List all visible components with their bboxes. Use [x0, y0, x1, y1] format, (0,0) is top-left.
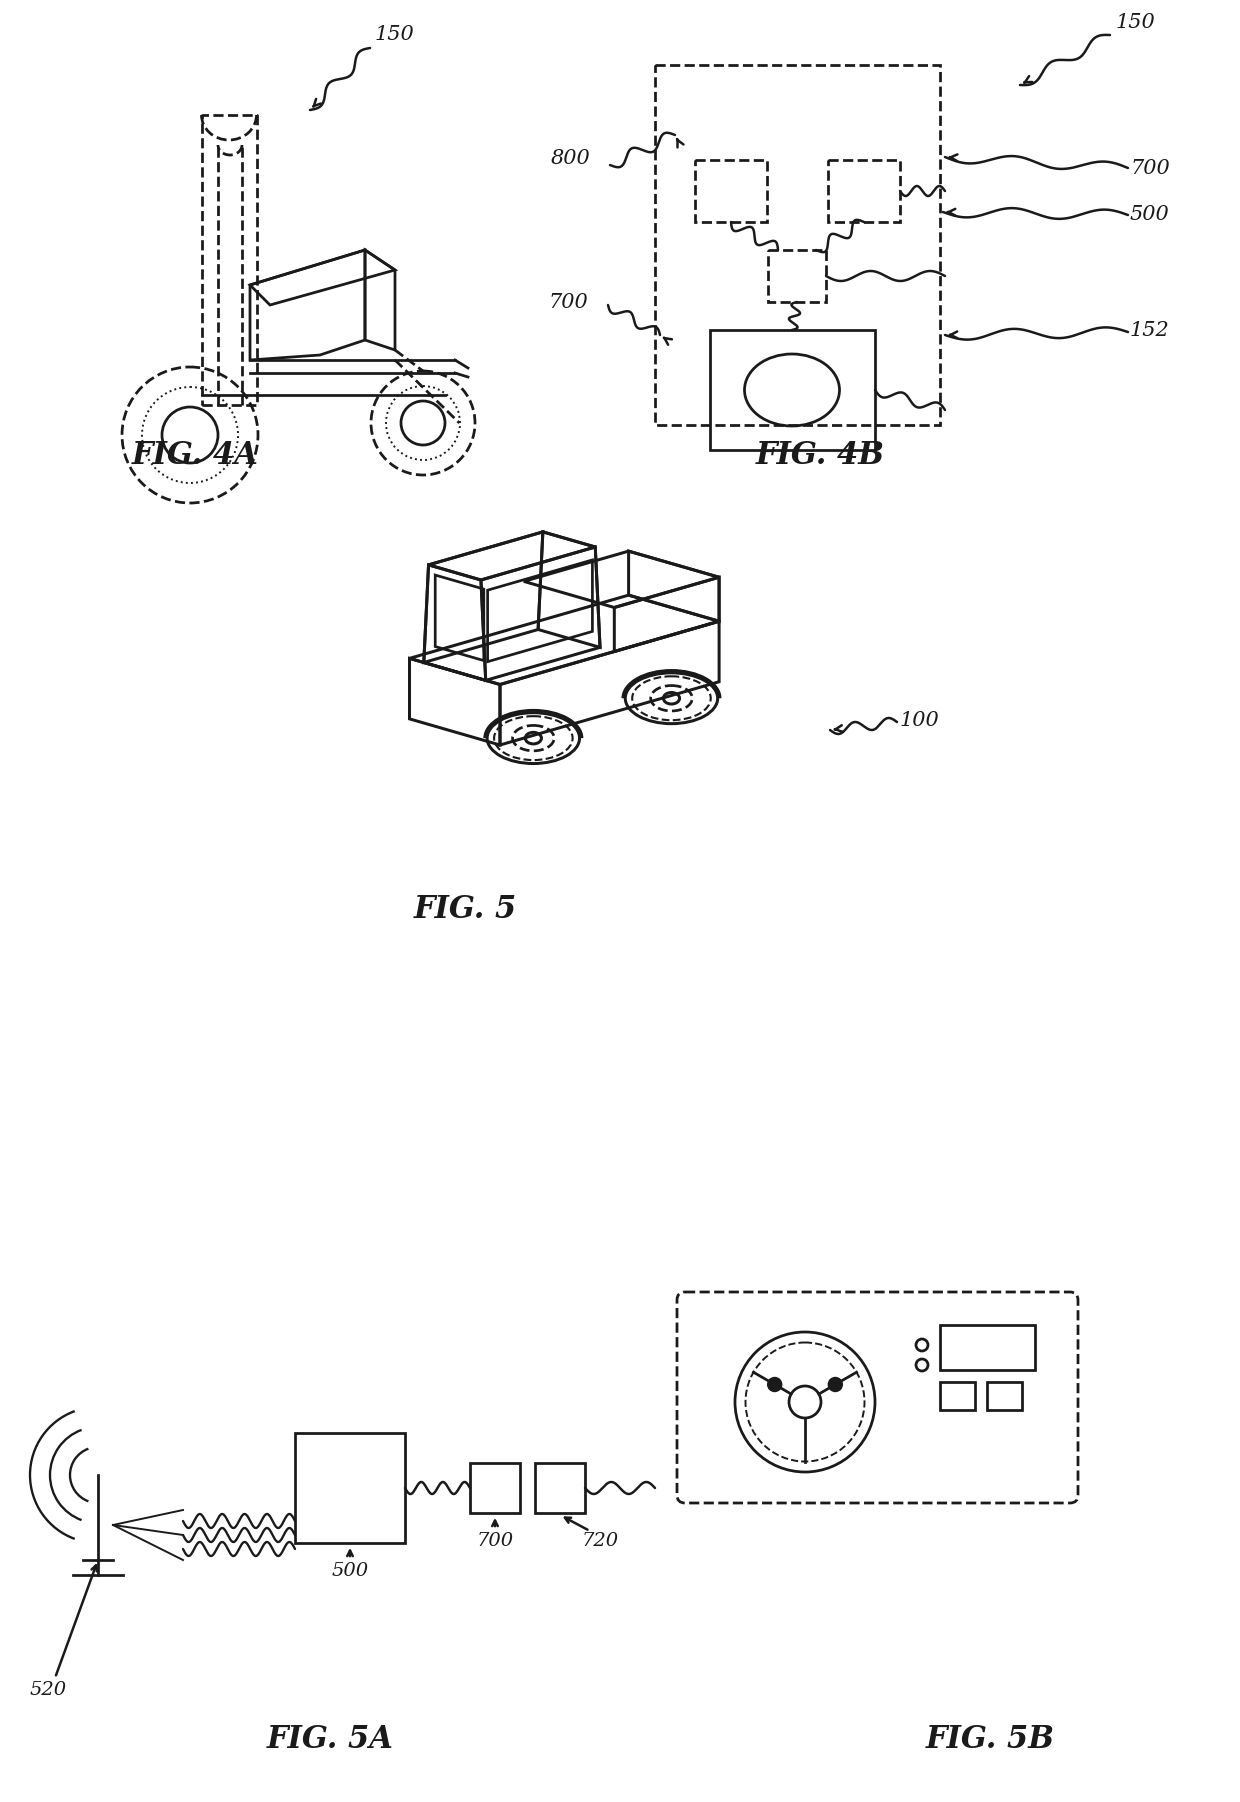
Text: FIG. 5A: FIG. 5A	[267, 1725, 393, 1755]
Text: FIG. 4A: FIG. 4A	[131, 440, 258, 470]
Text: 500: 500	[331, 1562, 368, 1580]
Text: FIG. 4B: FIG. 4B	[755, 440, 884, 470]
Text: 500: 500	[1130, 205, 1169, 225]
Text: 150: 150	[1115, 13, 1154, 31]
Circle shape	[828, 1377, 842, 1391]
Circle shape	[768, 1377, 781, 1391]
Text: 150: 150	[374, 25, 414, 45]
Text: 700: 700	[476, 1532, 513, 1550]
Text: 100: 100	[900, 710, 940, 730]
Text: 700: 700	[548, 292, 588, 312]
Text: FIG. 5: FIG. 5	[413, 894, 517, 926]
Text: 720: 720	[582, 1532, 619, 1550]
Text: 700: 700	[1130, 159, 1169, 178]
Text: 520: 520	[30, 1681, 67, 1699]
Text: FIG. 5B: FIG. 5B	[925, 1725, 1054, 1755]
Text: 800: 800	[551, 148, 590, 168]
Text: 152: 152	[1130, 321, 1169, 339]
